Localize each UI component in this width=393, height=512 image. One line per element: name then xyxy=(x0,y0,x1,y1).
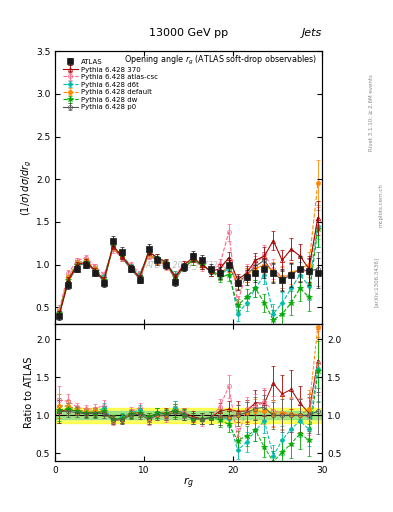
Text: Jets: Jets xyxy=(302,28,322,38)
Y-axis label: $(1/\sigma)\,d\sigma/dr_g$: $(1/\sigma)\,d\sigma/dr_g$ xyxy=(20,159,35,216)
Text: 13000 GeV pp: 13000 GeV pp xyxy=(149,28,228,38)
Text: mcplots.cern.ch: mcplots.cern.ch xyxy=(379,183,384,227)
Text: ATLAS_2019_I1772062: ATLAS_2019_I1772062 xyxy=(145,260,232,269)
Y-axis label: Ratio to ATLAS: Ratio to ATLAS xyxy=(24,357,35,428)
Text: Opening angle $r_g$ (ATLAS soft-drop observables): Opening angle $r_g$ (ATLAS soft-drop obs… xyxy=(124,54,317,67)
Legend: ATLAS, Pythia 6.428 370, Pythia 6.428 atlas-csc, Pythia 6.428 d6t, Pythia 6.428 : ATLAS, Pythia 6.428 370, Pythia 6.428 at… xyxy=(61,57,159,112)
Text: [arXiv:1306.3436]: [arXiv:1306.3436] xyxy=(374,257,379,307)
Text: Rivet 3.1.10; ≥ 2.6M events: Rivet 3.1.10; ≥ 2.6M events xyxy=(369,74,374,151)
X-axis label: $r_g$: $r_g$ xyxy=(183,476,194,492)
